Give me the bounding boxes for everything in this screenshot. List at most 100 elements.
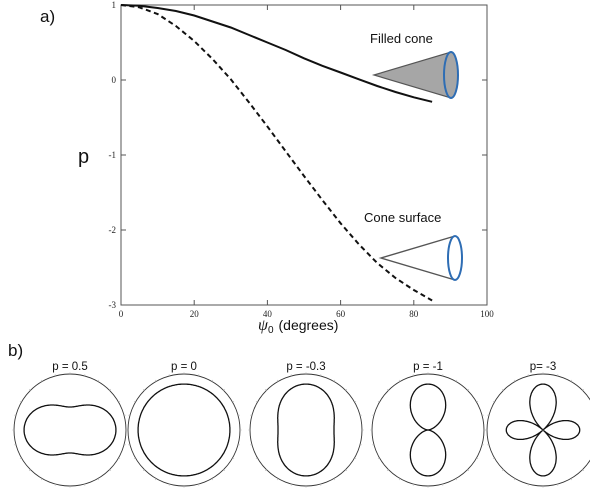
polar-tick — [345, 469, 348, 472]
polar-tick — [455, 478, 458, 481]
filled-cone-annotation: Filled cone — [370, 31, 459, 99]
polar-tick — [377, 400, 380, 403]
polar-pattern-curve — [505, 383, 581, 477]
polar-frame — [127, 373, 241, 487]
polar-tick — [354, 400, 357, 403]
cone-surface-icon — [378, 235, 456, 281]
polar-frame — [486, 373, 590, 487]
x-tick-label: 100 — [480, 309, 494, 319]
polar-tick — [133, 400, 136, 403]
polar-tick — [582, 388, 585, 391]
polar-tick — [276, 379, 279, 382]
polar-tick — [118, 400, 121, 403]
polar-tick — [570, 379, 573, 382]
polar-plot: p = -1 — [370, 361, 486, 488]
polar-tick — [492, 400, 495, 403]
polar-tick — [255, 457, 258, 460]
polar-pattern-curve — [137, 383, 231, 477]
polar-tick — [333, 478, 336, 481]
polar-plot-title: p = 0.5 — [52, 361, 88, 373]
y-tick-label: 0 — [112, 75, 117, 85]
polar-tick — [386, 388, 389, 391]
polar-frame — [249, 373, 363, 487]
polar-tick — [97, 379, 100, 382]
polar-pattern-curve — [23, 404, 117, 456]
polar-tick — [345, 388, 348, 391]
polar-tick — [223, 469, 226, 472]
plot-frame — [120, 4, 488, 306]
polar-tick — [276, 478, 279, 481]
polar-tick — [398, 379, 401, 382]
polar-tick — [501, 388, 504, 391]
cone-surface-label: Cone surface — [364, 210, 441, 225]
x-tick-label: 40 — [263, 309, 273, 319]
polar-tick — [223, 388, 226, 391]
y-tick-label: -3 — [109, 300, 117, 310]
filled-cone-rim-icon — [443, 51, 459, 99]
filled-cone-icon — [371, 51, 452, 99]
y-tick-label: 1 — [112, 0, 117, 10]
x-axis-unit: (degrees) — [279, 317, 339, 333]
polar-plots: p = 0.5 p = 0 p = -0.3 p = -1 p= -3 — [12, 361, 590, 488]
cone-surface-rim-icon — [447, 235, 463, 281]
x-axis-subscript: 0 — [268, 325, 274, 336]
filled-cone-label: Filled cone — [370, 31, 433, 46]
polar-tick — [28, 469, 31, 472]
polar-tick — [398, 478, 401, 481]
polar-tick — [570, 478, 573, 481]
polar-tick — [476, 457, 479, 460]
polar-tick — [582, 469, 585, 472]
polar-tick — [232, 400, 235, 403]
polar-tick — [377, 457, 380, 460]
x-tick-label: 20 — [190, 309, 200, 319]
dashed-series-line — [120, 4, 433, 302]
polar-tick — [232, 457, 235, 460]
polar-pattern-curve — [277, 383, 335, 477]
x-axis-symbol: ψ — [258, 317, 269, 334]
series-lines — [120, 4, 433, 302]
polar-tick — [255, 400, 258, 403]
polar-tick — [109, 388, 112, 391]
polar-tick — [467, 469, 470, 472]
solid-series-line — [120, 4, 433, 103]
polar-tick — [118, 457, 121, 460]
polar-tick — [513, 478, 516, 481]
x-axis-label: ψ0 (degrees) — [258, 317, 338, 336]
polar-plot-title: p= -3 — [530, 361, 557, 373]
panel-label-b: b) — [8, 341, 23, 360]
polar-tick — [142, 388, 145, 391]
polar-tick — [142, 469, 145, 472]
x-tick-label: 80 — [409, 309, 419, 319]
polar-plot-title: p = -0.3 — [286, 361, 325, 373]
polar-tick — [354, 457, 357, 460]
polar-tick — [513, 379, 516, 382]
polar-tick — [40, 379, 43, 382]
polar-tick — [109, 469, 112, 472]
y-axis-label: p — [78, 146, 89, 168]
polar-tick — [386, 469, 389, 472]
polar-plot: p = -0.3 — [248, 361, 364, 488]
polar-tick — [97, 478, 100, 481]
y-tick-label: -1 — [109, 150, 117, 160]
polar-tick — [455, 379, 458, 382]
cone-surface-annotation: Cone surface — [364, 210, 463, 281]
x-tick-label: 60 — [336, 309, 346, 319]
polar-tick — [154, 478, 157, 481]
polar-pattern-curve — [409, 383, 447, 477]
y-tick-label: -2 — [109, 225, 117, 235]
polar-tick — [211, 379, 214, 382]
polar-plot: p= -3 — [485, 361, 590, 488]
polar-tick — [264, 388, 267, 391]
polar-tick — [476, 400, 479, 403]
polar-tick — [28, 388, 31, 391]
polar-tick — [19, 457, 22, 460]
polar-tick — [40, 478, 43, 481]
polar-tick — [19, 400, 22, 403]
polar-plot: p = 0.5 — [12, 361, 128, 488]
polar-plot-title: p = 0 — [171, 361, 197, 373]
line-chart: 0 20 40 60 80 100 1 0 -1 -2 -3 p ψ0 (degrees) Fille… — [78, 0, 494, 336]
panel-label-a: a) — [40, 7, 55, 26]
polar-tick — [133, 457, 136, 460]
polar-tick — [501, 469, 504, 472]
